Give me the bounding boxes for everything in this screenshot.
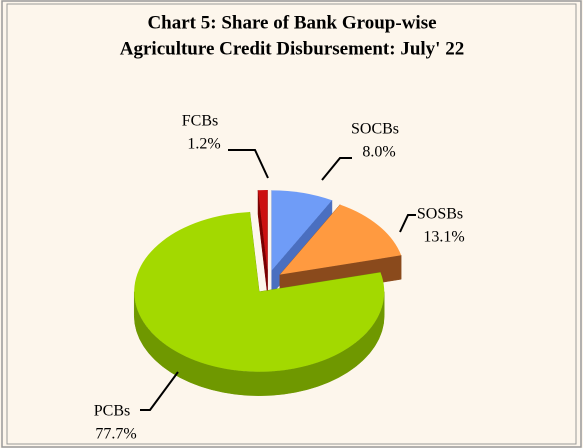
slice bbox=[134, 211, 385, 372]
value-label: 77.7% bbox=[95, 426, 136, 443]
value-label: 13.1% bbox=[423, 229, 464, 246]
leader-line bbox=[140, 371, 179, 411]
slice-label: PCBs bbox=[94, 403, 130, 420]
value-label: 8.0% bbox=[362, 144, 395, 161]
leader-line bbox=[399, 214, 416, 233]
leader-line bbox=[321, 157, 352, 181]
slice bbox=[279, 204, 402, 275]
slice-label: SOCBs bbox=[351, 121, 399, 138]
value-label: 1.2% bbox=[187, 136, 220, 153]
slice bbox=[258, 190, 268, 271]
slice-label: SOSBs bbox=[417, 206, 463, 223]
chart-title: Chart 5: Share of Bank Group-wise bbox=[147, 12, 436, 33]
slice-label: FCBs bbox=[182, 113, 218, 130]
slice bbox=[271, 190, 332, 271]
chart-title: Agriculture Credit Disbursement: July' 2… bbox=[120, 38, 464, 59]
leader-line bbox=[228, 149, 269, 179]
frame-inner bbox=[6, 3, 577, 445]
